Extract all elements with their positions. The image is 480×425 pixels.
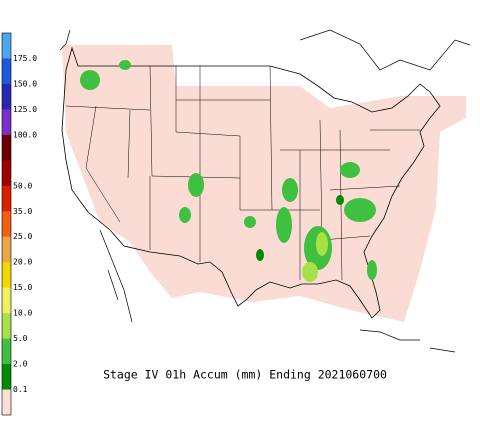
colorbar-label: 175.0 — [13, 54, 37, 63]
colorbar: 175.0 150.0 125.0 100.0 50.0 35.0 25.0 20.0 15.0… — [2, 33, 37, 416]
colorbar-label: 100.0 — [13, 130, 37, 139]
colorbar-segment — [2, 211, 11, 238]
colorbar-label: 150.0 — [13, 79, 37, 88]
coastlines — [59, 29, 471, 353]
colorbar-label: 10.0 — [13, 309, 32, 318]
colorbar-segment — [2, 58, 11, 85]
map-title: Stage IV 01h Accum (mm) Ending 202106070… — [103, 368, 387, 382]
colorbar-segment — [2, 185, 11, 212]
colorbar-segment — [2, 287, 11, 314]
colorbar-segment — [2, 160, 11, 187]
colorbar-label: 35.0 — [13, 207, 32, 216]
colorbar-label: 15.0 — [13, 283, 32, 292]
colorbar-segment — [2, 236, 11, 263]
colorbar-label: 50.0 — [13, 181, 32, 190]
colorbar-label: 5.0 — [13, 334, 28, 343]
colorbar-segment — [2, 338, 11, 365]
colorbar-label: 0.1 — [13, 385, 28, 394]
precip-patches — [80, 60, 377, 282]
colorbar-segment — [2, 389, 11, 416]
colorbar-segment — [2, 33, 11, 59]
colorbar-segment — [2, 134, 11, 161]
colorbar-label: 20.0 — [13, 258, 32, 267]
us-outline — [61, 46, 441, 319]
colorbar-segment — [2, 83, 11, 110]
colorbar-label: 125.0 — [13, 105, 37, 114]
colorbar-frame — [1, 32, 12, 416]
colorbar-segment — [2, 313, 11, 340]
colorbar-segment — [2, 262, 11, 289]
coverage-area — [62, 45, 466, 322]
colorbar-label: 2.0 — [13, 360, 28, 369]
colorbar-label: 25.0 — [13, 232, 32, 241]
colorbar-segment — [2, 364, 11, 391]
colorbar-segment — [2, 109, 11, 136]
